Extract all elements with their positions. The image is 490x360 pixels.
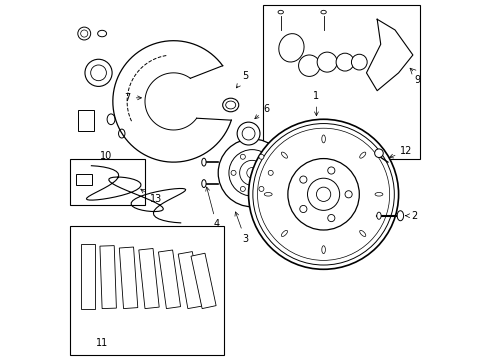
- Circle shape: [259, 154, 264, 159]
- Ellipse shape: [222, 98, 239, 112]
- Circle shape: [308, 178, 340, 210]
- Circle shape: [247, 167, 258, 178]
- Bar: [263, 5, 420, 158]
- Text: 10: 10: [99, 152, 112, 161]
- Ellipse shape: [360, 230, 366, 237]
- Text: 12: 12: [390, 147, 413, 158]
- Text: 13: 13: [141, 189, 162, 204]
- Bar: [100, 246, 117, 309]
- Ellipse shape: [298, 55, 320, 76]
- Circle shape: [259, 186, 264, 192]
- Text: 8: 8: [339, 155, 344, 165]
- Circle shape: [328, 167, 335, 174]
- Bar: [119, 247, 138, 309]
- Ellipse shape: [278, 10, 283, 14]
- Ellipse shape: [322, 135, 325, 143]
- Circle shape: [375, 149, 383, 157]
- Ellipse shape: [375, 193, 383, 196]
- Circle shape: [81, 30, 88, 37]
- Circle shape: [268, 170, 273, 175]
- Circle shape: [336, 53, 354, 71]
- Text: 7: 7: [124, 93, 142, 103]
- Circle shape: [317, 52, 337, 72]
- Ellipse shape: [279, 33, 304, 62]
- Circle shape: [241, 154, 245, 159]
- Ellipse shape: [119, 129, 125, 138]
- Bar: [81, 244, 95, 309]
- Circle shape: [300, 176, 307, 183]
- Ellipse shape: [202, 180, 206, 188]
- Bar: [70, 226, 223, 355]
- Ellipse shape: [202, 158, 206, 166]
- Ellipse shape: [397, 211, 404, 221]
- Bar: [178, 252, 202, 309]
- Circle shape: [317, 187, 331, 202]
- Text: 2: 2: [405, 211, 417, 221]
- Ellipse shape: [281, 152, 288, 158]
- Ellipse shape: [107, 114, 115, 125]
- Circle shape: [300, 206, 307, 212]
- Circle shape: [241, 186, 245, 192]
- Circle shape: [78, 27, 91, 40]
- Circle shape: [91, 65, 106, 81]
- Circle shape: [231, 170, 236, 175]
- Circle shape: [240, 160, 265, 185]
- Circle shape: [253, 123, 394, 265]
- Circle shape: [345, 191, 352, 198]
- Circle shape: [248, 119, 398, 269]
- Ellipse shape: [377, 212, 381, 219]
- Ellipse shape: [98, 30, 107, 37]
- Text: 3: 3: [235, 212, 248, 244]
- FancyBboxPatch shape: [76, 174, 93, 185]
- Ellipse shape: [360, 152, 366, 158]
- Text: 4: 4: [206, 187, 220, 229]
- Circle shape: [351, 54, 367, 70]
- Ellipse shape: [281, 230, 288, 237]
- Bar: [70, 158, 145, 205]
- Ellipse shape: [226, 101, 236, 109]
- Circle shape: [85, 59, 112, 86]
- Circle shape: [242, 127, 255, 140]
- FancyBboxPatch shape: [78, 110, 94, 131]
- Ellipse shape: [264, 193, 272, 196]
- Bar: [139, 248, 159, 309]
- Ellipse shape: [321, 10, 326, 14]
- Bar: [158, 250, 180, 309]
- Circle shape: [218, 139, 286, 207]
- Text: 11: 11: [96, 338, 108, 348]
- Circle shape: [288, 158, 359, 230]
- Bar: [191, 253, 216, 309]
- Text: 1: 1: [314, 91, 319, 116]
- Circle shape: [229, 150, 275, 196]
- Text: 6: 6: [255, 104, 270, 119]
- Circle shape: [258, 128, 390, 260]
- Ellipse shape: [322, 246, 325, 253]
- Circle shape: [328, 215, 335, 222]
- Text: 5: 5: [236, 71, 248, 88]
- Text: 9: 9: [415, 75, 421, 85]
- Circle shape: [237, 122, 260, 145]
